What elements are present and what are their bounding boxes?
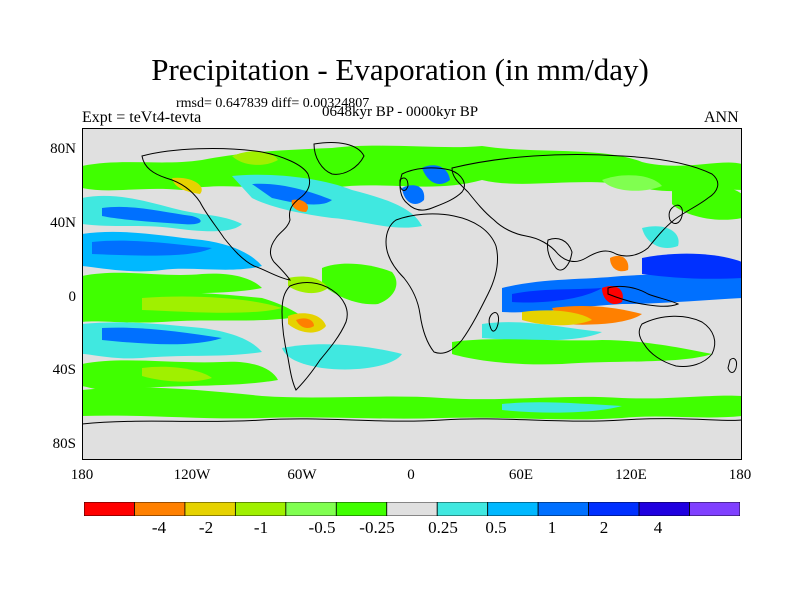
europe-coast xyxy=(399,167,465,211)
new-zealand-coast xyxy=(727,357,737,373)
lon-label-120w: 120W xyxy=(173,467,211,483)
antarctica-coast xyxy=(82,418,742,425)
lon-label-0: 0 xyxy=(407,467,415,483)
colorbar-swatch xyxy=(234,502,287,516)
colorbar-label: 0.5 xyxy=(485,518,507,537)
map-frame xyxy=(82,128,742,460)
australia-coast xyxy=(638,315,716,367)
period-label: 0648kyr BP - 0000kyr BP xyxy=(322,104,479,120)
lat-label-80n: 80N xyxy=(50,141,76,157)
greenland-coast xyxy=(313,142,365,175)
lon-label-60w: 60W xyxy=(287,467,317,483)
lat-label-0: 0 xyxy=(68,289,77,305)
colorbar-label: 0.25 xyxy=(428,518,458,537)
lon-label-180e: 180 xyxy=(728,467,752,483)
colorbar-label: -0.5 xyxy=(308,518,336,537)
asia-coast xyxy=(451,154,719,262)
precipitation-evaporation-map xyxy=(82,128,742,460)
colorbar-swatch xyxy=(638,502,690,516)
indian-ocean-yellow xyxy=(522,310,592,326)
colorbar-label: 4 xyxy=(653,518,663,537)
colorbar-swatch xyxy=(84,502,135,516)
colorbar-swatch xyxy=(487,502,539,516)
lat-label-80s: 80S xyxy=(52,436,76,452)
season-label: ANN xyxy=(704,109,739,126)
north-pacific-green-strip xyxy=(82,272,262,294)
south-america-coast xyxy=(281,282,348,391)
colorbar-swatch xyxy=(134,502,186,516)
north-yellow-streak xyxy=(172,177,202,194)
equatorial-indian-darkblue xyxy=(512,288,602,303)
japan-coast xyxy=(668,204,683,224)
south-america-orange xyxy=(296,318,314,328)
colorbar-swatch xyxy=(588,502,640,516)
colorbar-swatch xyxy=(184,502,236,516)
colorbar-label: -0.25 xyxy=(359,518,395,537)
west-pacific-darkblue xyxy=(642,253,742,279)
indian-ocean-cyan xyxy=(482,322,602,341)
south-pacific-blue-band xyxy=(102,327,222,345)
siberia-blue-patch xyxy=(422,165,450,184)
lon-label-180w: 180 xyxy=(70,467,94,483)
uk-coast xyxy=(399,177,409,191)
north-lightgreen-patch xyxy=(602,175,662,191)
south-indian-green xyxy=(452,339,712,365)
colorbar-swatch xyxy=(386,502,438,516)
colorbar xyxy=(84,502,740,516)
north-america-coast xyxy=(141,148,311,281)
equatorial-indian-blue-band xyxy=(502,271,742,313)
coastlines xyxy=(82,142,742,425)
experiment-label: Expt = teVt4-tevta xyxy=(82,109,202,126)
colorbar-swatch xyxy=(537,502,590,516)
west-pacific-cyan xyxy=(642,226,679,248)
tropical-atlantic-green xyxy=(322,263,397,305)
north-yellowgreen-patch xyxy=(232,151,278,165)
southern-ocean-cyan-strip xyxy=(502,402,622,413)
south-atlantic-cyan xyxy=(282,344,402,370)
colorbar-label: -4 xyxy=(151,518,167,537)
colorbar-label: 1 xyxy=(547,518,557,537)
south-pacific-yellow xyxy=(142,366,212,382)
lat-label-40n: 40N xyxy=(50,215,76,231)
colorbar-label: 2 xyxy=(599,518,609,537)
africa-coast xyxy=(385,213,499,354)
colorbar-swatch xyxy=(689,502,740,516)
subtropical-north-pacific-blue xyxy=(92,240,212,256)
madagascar-coast xyxy=(488,311,499,332)
north-pacific-blue xyxy=(102,206,201,225)
colorbar-swatch xyxy=(436,502,489,516)
colorbar-label: -1 xyxy=(253,518,269,537)
north-atlantic-orange xyxy=(291,199,309,212)
indonesia-coast xyxy=(607,285,680,307)
india-coast xyxy=(547,238,573,271)
north-atlantic-blue xyxy=(252,183,332,205)
colorbar-swatch xyxy=(285,502,337,516)
maritime-continent-orange xyxy=(610,255,629,272)
rmsd-diff-stats: rmsd= 0.647839 diff= 0.00324807 xyxy=(176,96,370,111)
maritime-continent-red xyxy=(602,285,623,305)
lon-label-120e: 120E xyxy=(615,467,647,483)
tropical-atlantic-yellowgreen xyxy=(288,276,328,294)
colorbar-swatch xyxy=(335,502,388,516)
west-pacific-green xyxy=(672,184,742,220)
europe-blue-patch xyxy=(402,185,425,204)
equatorial-pacific-yellow xyxy=(142,296,282,313)
map-title: Precipitation - Evaporation (in mm/day) xyxy=(151,52,649,87)
lat-label-40s: 40S xyxy=(52,362,76,378)
colorbar-label: -2 xyxy=(198,518,214,537)
lon-label-60e: 60E xyxy=(508,467,534,483)
